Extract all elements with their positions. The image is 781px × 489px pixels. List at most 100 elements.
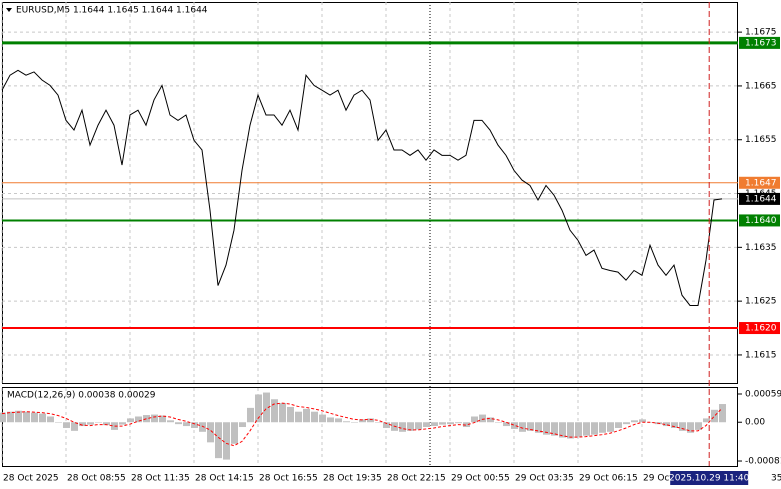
histogram-bar: [55, 422, 62, 423]
histogram-bar: [15, 410, 22, 423]
histogram-bar: [263, 392, 270, 423]
histogram-bar: [591, 422, 598, 435]
histogram-bar: [407, 422, 414, 431]
histogram-bar: [695, 422, 702, 430]
histogram-bar: [167, 420, 174, 423]
level-label: 1.1647: [745, 178, 777, 188]
histogram-bar: [367, 418, 374, 423]
histogram-bar: [271, 399, 278, 423]
histogram-bar: [231, 422, 238, 444]
histogram-bar: [7, 411, 14, 423]
histogram-bar: [223, 422, 230, 460]
histogram-bar: [511, 422, 518, 429]
histogram-bar: [647, 422, 654, 423]
level-label-box: [739, 36, 780, 49]
current-price-box: [739, 192, 780, 205]
histogram-bar: [319, 414, 326, 423]
histogram-bar: [111, 422, 118, 430]
x-tick-label: 28 Oct 16:55: [259, 474, 318, 484]
histogram-bar: [375, 422, 382, 423]
level-label: 1.1673: [745, 38, 777, 48]
histogram-bar: [63, 422, 70, 428]
histogram-bar: [287, 406, 294, 423]
histogram-bar: [567, 422, 574, 439]
histogram-bar: [399, 422, 406, 432]
histogram-bar: [95, 422, 102, 423]
level-label-box: [739, 214, 780, 227]
histogram-bar: [47, 416, 54, 423]
histogram-bar: [599, 422, 606, 433]
level-label: 1.1640: [745, 216, 777, 226]
y-tick-label: -0.00081: [745, 457, 781, 467]
histogram-bar: [383, 422, 390, 428]
histogram-bar: [551, 422, 558, 436]
x-tick-label: 35: [771, 474, 781, 484]
histogram-bar: [159, 415, 166, 423]
histogram-bar: [423, 422, 430, 428]
histogram-bar: [679, 422, 686, 431]
histogram-bar: [207, 422, 214, 443]
x-tick-label: 28 Oct 11:35: [131, 474, 190, 484]
y-tick-label: 1.1635: [745, 243, 777, 253]
histogram-bar: [687, 422, 694, 433]
histogram-bar: [183, 422, 190, 427]
histogram-bar: [703, 418, 710, 423]
y-tick-label: 1.1665: [745, 81, 777, 91]
histogram-bar: [23, 411, 30, 423]
level-label: 1.1620: [745, 324, 777, 334]
x-tick-label: 29 Oct 03:35: [515, 474, 574, 484]
histogram-bar: [623, 422, 630, 425]
histogram-bar: [119, 422, 126, 425]
x-tick-label: 29 Oct 00:55: [451, 474, 510, 484]
histogram-bar: [127, 418, 134, 423]
histogram-bar: [575, 422, 582, 437]
histogram-bar: [671, 422, 678, 428]
x-tick-label: 29 Oct: [643, 474, 673, 484]
histogram-bar: [463, 422, 470, 428]
histogram-bar: [279, 403, 286, 423]
y-tick-label: 1.1615: [745, 350, 777, 360]
cursor-label-box: [670, 471, 749, 485]
histogram-bar: [711, 409, 718, 423]
histogram-bar: [135, 416, 142, 423]
main-frame: [2, 2, 738, 384]
current-price-label: 1.1644: [745, 194, 777, 204]
histogram-bar: [87, 422, 94, 425]
histogram-bar: [631, 420, 638, 423]
signal-line: [1, 402, 723, 447]
histogram-bar: [719, 404, 726, 423]
x-tick-label: 29 Oct 06:15: [579, 474, 638, 484]
histogram-bar: [71, 422, 78, 431]
x-tick-label: 28 Oct 14:15: [195, 474, 254, 484]
histogram-bar: [351, 422, 358, 423]
histogram-bar: [103, 422, 110, 426]
histogram-bar: [327, 417, 334, 423]
histogram-bar: [455, 422, 462, 424]
histogram-bar: [431, 422, 438, 427]
histogram-bar: [487, 417, 494, 423]
y-tick-label: 0.00: [745, 418, 765, 428]
histogram-bar: [39, 413, 46, 423]
histogram-bar: [143, 415, 150, 423]
histogram-bar: [215, 422, 222, 459]
histogram-bar: [471, 416, 478, 423]
y-tick-label: 1.1675: [745, 28, 777, 38]
histogram-bar: [175, 422, 182, 425]
histogram-bar: [343, 421, 350, 423]
histogram-bar: [199, 422, 206, 432]
histogram-bar: [495, 422, 502, 423]
histogram-bar: [255, 394, 262, 423]
histogram-bar: [191, 422, 198, 428]
macd-title: MACD(12,26,9) 0.00038 0.00029: [7, 391, 156, 401]
level-label-box: [739, 322, 780, 335]
histogram-bar: [479, 414, 486, 423]
histogram-bar: [295, 411, 302, 423]
histogram-bar: [0, 412, 6, 423]
histogram-bar: [439, 422, 446, 425]
histogram-bar: [503, 422, 510, 427]
histogram-bar: [527, 422, 534, 431]
y-tick-label: 0.00059: [745, 389, 781, 399]
level-label-box: [739, 176, 780, 189]
